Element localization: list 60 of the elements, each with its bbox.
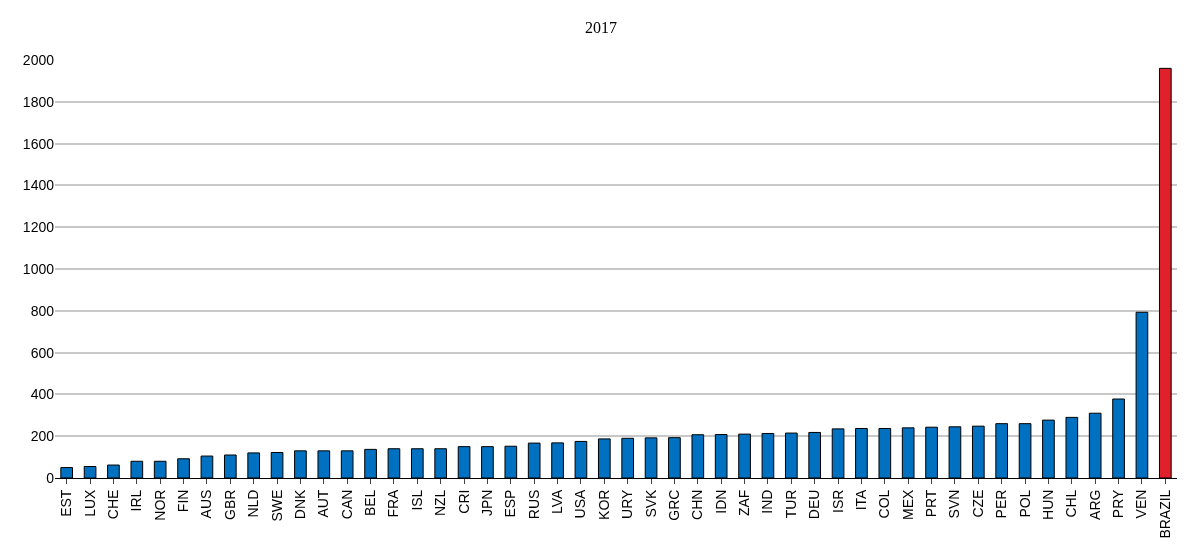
y-tick-label: 1200 [22, 219, 55, 236]
x-tick-label: POL [1016, 489, 1033, 518]
y-tick-label: 1800 [22, 93, 55, 110]
x-tick-label: CHE [104, 489, 121, 520]
x-tick-label: NLD [245, 489, 262, 518]
x-tick-label: CZE [969, 489, 986, 518]
x-tick-label: FIN [175, 489, 192, 513]
x-tick-label: ISL [408, 489, 425, 511]
x-tick-label: JPN [478, 489, 495, 517]
y-tick-label: 1000 [22, 260, 55, 277]
x-tick-label: EST [58, 489, 75, 517]
x-tick-label: DNK [291, 488, 308, 520]
x-tick-label: PRY [1110, 488, 1127, 519]
x-tick-label: SVN [946, 489, 963, 519]
x-tick-label: CHL [1063, 489, 1080, 518]
y-tick-label: 800 [30, 302, 55, 319]
y-tick-label: 0 [46, 469, 55, 486]
y-tick-label: 2000 [22, 51, 55, 68]
x-tick-label: IND [759, 489, 776, 514]
x-tick-label: TUR [782, 489, 799, 519]
x-tick-label: IRL [128, 489, 145, 512]
x-tick-label: URY [619, 488, 636, 519]
x-tick-label: GBR [221, 489, 238, 520]
x-tick-label: RUS [525, 489, 542, 520]
x-tick-label: CHN [689, 489, 706, 520]
y-tick-label: 1400 [22, 177, 55, 194]
y-tick-label: 200 [30, 428, 55, 445]
y-tick-label: 600 [30, 344, 55, 361]
x-tick-label: DEU [806, 489, 823, 520]
x-tick-label: CRI [455, 489, 472, 514]
x-tick-label: FRA [385, 488, 402, 518]
x-tick-label: HUN [1039, 489, 1056, 520]
x-tick-label: LVA [549, 488, 566, 514]
x-tick-label: PRT [923, 489, 940, 518]
chart-title: 2017 [585, 19, 617, 37]
x-tick-label: ISR [829, 489, 846, 513]
x-tick-label: COL [876, 489, 893, 519]
x-tick-label: GRC [665, 489, 682, 521]
x-tick-label: BRAZIL [1156, 489, 1173, 539]
x-tick-label: ESP [502, 489, 519, 518]
x-tick-label: KOR [595, 489, 612, 520]
x-tick-label: PER [993, 489, 1010, 519]
x-tick-label: USA [572, 488, 589, 519]
x-tick-label: CAN [338, 489, 355, 520]
x-tick-label: BEL [362, 489, 379, 517]
y-tick-label: 400 [30, 386, 55, 403]
x-tick-label: NZL [432, 489, 449, 517]
x-tick-label: VEN [1133, 489, 1150, 519]
x-tick-label: AUS [198, 489, 215, 519]
x-tick-label: SVK [642, 488, 659, 518]
x-tick-label: SWE [268, 489, 285, 522]
x-tick-label: AUT [315, 489, 332, 518]
x-tick-label: ITA [852, 488, 869, 511]
x-tick-label: NOR [151, 489, 168, 521]
x-tick-label: IDN [712, 489, 729, 514]
x-tick-label: ARG [1086, 489, 1103, 520]
x-tick-label: ZAF [736, 489, 753, 517]
x-tick-label: LUX [81, 488, 98, 517]
x-tick-label: MEX [899, 488, 916, 520]
y-tick-label: 1600 [22, 135, 55, 152]
